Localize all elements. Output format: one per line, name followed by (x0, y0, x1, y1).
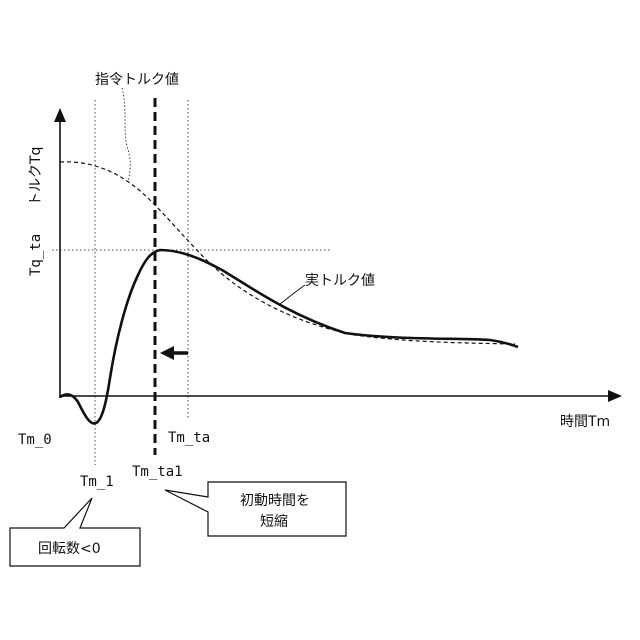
shorten-callout (165, 482, 346, 536)
shorten-arrow-head (160, 346, 174, 360)
shorten-callout-line1: 初動時間を (240, 492, 310, 509)
x-axis-arrow (608, 390, 622, 402)
command-torque-label: 指令トルク値 (95, 72, 179, 88)
tq-ta-label: Tq_ta (28, 234, 44, 276)
y-axis-label: トルクTq (28, 147, 44, 206)
x-axis-label: 時間Tm (560, 414, 610, 430)
y-axis-arrow (54, 108, 66, 122)
tm-0-label: Tm_0 (18, 432, 52, 448)
tm-ta-label: Tm_ta (168, 430, 210, 446)
shorten-callout-line2: 短縮 (260, 514, 288, 530)
tm-1-label: Tm_1 (80, 474, 114, 490)
command-torque-leader (122, 88, 130, 182)
actual-torque-curve (60, 250, 518, 423)
command-torque-curve (60, 162, 515, 344)
tm-ta1-label: Tm_ta1 (132, 464, 183, 480)
rotation-callout-text: 回転数<0 (38, 541, 101, 557)
actual-torque-leader (280, 285, 305, 304)
actual-torque-label: 実トルク値 (305, 273, 375, 289)
